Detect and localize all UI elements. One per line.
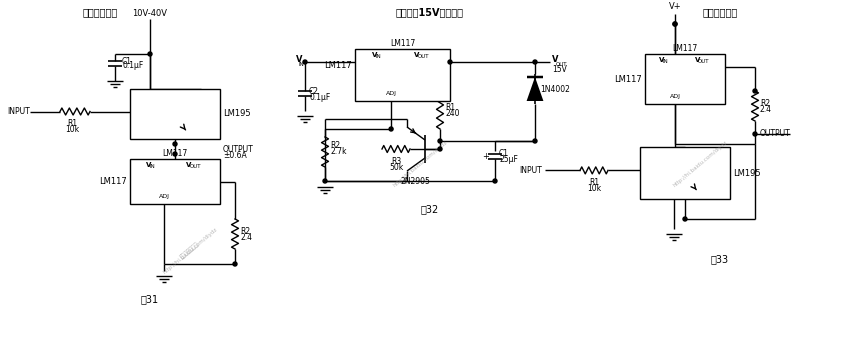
Text: 高增益放大器: 高增益放大器	[702, 7, 738, 17]
Text: V: V	[372, 52, 377, 58]
Text: http://hi.baidu.com/diydz: http://hi.baidu.com/diydz	[162, 227, 218, 275]
Circle shape	[673, 22, 677, 26]
Text: IN: IN	[662, 59, 668, 64]
Text: LM117: LM117	[390, 39, 415, 48]
Text: LM195: LM195	[223, 109, 250, 118]
Text: 图31: 图31	[141, 294, 159, 304]
Text: 图33: 图33	[711, 254, 729, 264]
Circle shape	[438, 139, 442, 143]
Circle shape	[173, 142, 177, 146]
Circle shape	[493, 179, 497, 183]
Text: 15V: 15V	[552, 65, 567, 75]
Text: OUT: OUT	[190, 164, 201, 169]
Circle shape	[683, 217, 687, 221]
Text: V: V	[146, 162, 151, 168]
Text: IN: IN	[299, 62, 304, 67]
Text: R2: R2	[330, 141, 340, 150]
Bar	[645, 54, 725, 104]
Text: C1: C1	[122, 56, 132, 65]
Bar	[130, 89, 220, 139]
Text: V: V	[295, 56, 302, 65]
Text: 10V-40V: 10V-40V	[133, 9, 168, 18]
Text: V: V	[695, 57, 700, 63]
Circle shape	[323, 179, 327, 183]
Text: INPUT: INPUT	[519, 166, 542, 175]
Text: 1N4002: 1N4002	[540, 84, 570, 93]
Text: 图32: 图32	[420, 204, 439, 214]
Circle shape	[173, 152, 177, 156]
Text: R3: R3	[391, 157, 401, 166]
Text: http://hi.baidu.com/diydz: http://hi.baidu.com/diydz	[672, 140, 728, 188]
Bar	[355, 49, 450, 101]
Text: 2.4: 2.4	[760, 106, 772, 115]
Text: 延迟启动15V稳压电路: 延迟启动15V稳压电路	[396, 7, 464, 17]
Text: 25μF: 25μF	[499, 155, 518, 164]
Text: 成志电子制作网: 成志电子制作网	[179, 242, 201, 260]
Text: IN: IN	[150, 164, 156, 169]
Text: 10k: 10k	[587, 185, 601, 194]
Circle shape	[533, 60, 537, 64]
Text: LM195: LM195	[733, 168, 761, 177]
Text: C1: C1	[499, 149, 509, 159]
Text: R1: R1	[445, 103, 455, 112]
Text: OUTPUT: OUTPUT	[760, 130, 791, 139]
Text: R2: R2	[760, 99, 770, 108]
Circle shape	[438, 147, 442, 151]
Circle shape	[753, 89, 757, 93]
Text: V: V	[414, 52, 420, 58]
Text: LM117: LM117	[162, 149, 188, 158]
Text: V: V	[552, 56, 558, 65]
Text: LM117: LM117	[324, 61, 352, 70]
Text: 0.1μF: 0.1μF	[122, 61, 143, 70]
Text: 50k: 50k	[389, 163, 404, 172]
Text: C2: C2	[309, 87, 319, 95]
Text: OUT: OUT	[418, 54, 429, 59]
Text: ADJ: ADJ	[159, 194, 170, 199]
Circle shape	[389, 127, 393, 131]
Text: OUT: OUT	[556, 62, 568, 67]
Text: 240: 240	[445, 108, 459, 117]
Text: V: V	[659, 57, 665, 63]
Bar	[640, 147, 730, 199]
Text: OUTPUT: OUTPUT	[223, 145, 254, 154]
Circle shape	[673, 22, 677, 26]
Text: INPUT: INPUT	[8, 107, 30, 116]
Text: 10k: 10k	[65, 126, 79, 135]
Text: IN: IN	[376, 54, 382, 59]
Bar	[130, 159, 220, 204]
Circle shape	[303, 60, 307, 64]
Text: V: V	[186, 162, 191, 168]
Text: V+: V+	[668, 2, 681, 11]
Text: +: +	[482, 152, 489, 161]
Circle shape	[533, 139, 537, 143]
Text: LM117: LM117	[99, 177, 127, 186]
Text: ±0.6A: ±0.6A	[223, 150, 247, 159]
Text: ADJ: ADJ	[386, 91, 397, 96]
Circle shape	[753, 132, 757, 136]
Circle shape	[148, 52, 152, 56]
Text: http://hi.baidu.com/diydz: http://hi.baidu.com/diydz	[392, 140, 448, 188]
Circle shape	[448, 60, 452, 64]
Text: 2.7k: 2.7k	[330, 148, 347, 157]
Text: ADJ: ADJ	[670, 94, 681, 99]
Text: 2N2905: 2N2905	[400, 177, 430, 186]
Circle shape	[233, 262, 237, 266]
Text: R2: R2	[240, 228, 250, 237]
Text: 2.4: 2.4	[240, 233, 252, 242]
Text: OUT: OUT	[698, 59, 709, 64]
Text: R1: R1	[589, 178, 599, 187]
Text: LM117: LM117	[614, 75, 642, 84]
Polygon shape	[526, 77, 543, 101]
Text: 0.1μF: 0.1μF	[309, 93, 330, 102]
Text: LM117: LM117	[673, 44, 698, 53]
Text: 电压跟随电路: 电压跟随电路	[82, 7, 118, 17]
Text: R1: R1	[67, 120, 77, 129]
